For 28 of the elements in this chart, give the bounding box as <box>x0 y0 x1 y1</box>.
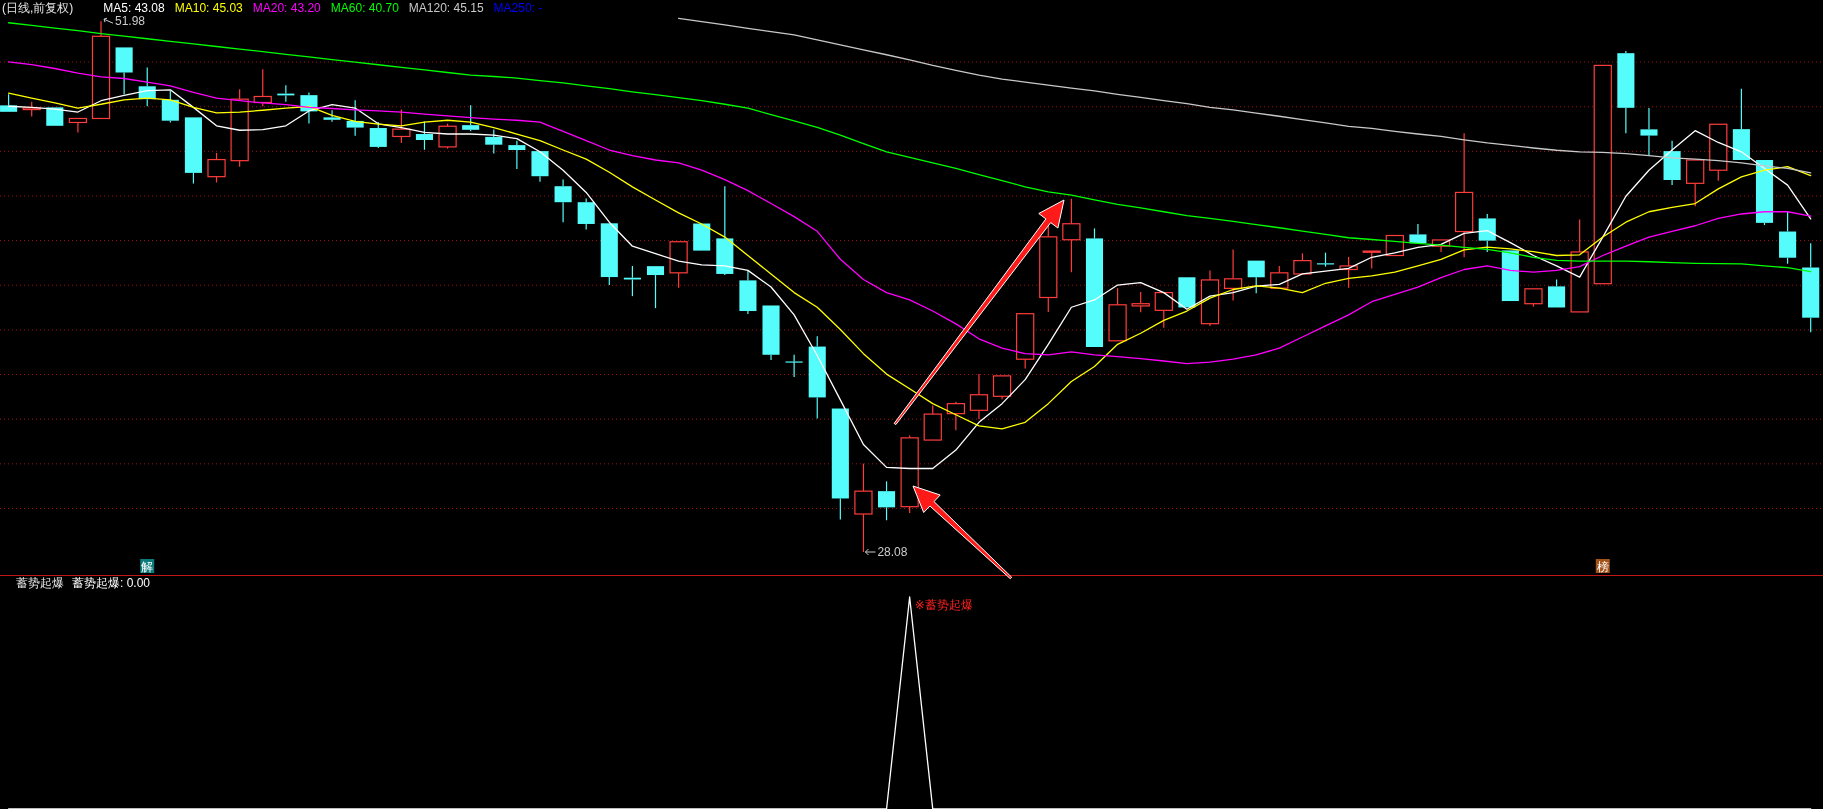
candlestick <box>946 401 966 431</box>
chart-title: (日线,前复权) <box>2 1 74 15</box>
annotation: 51.98 <box>115 14 146 29</box>
chart-title: 蓄势起爆 <box>16 576 64 590</box>
text: MA120: 45.15 <box>408 1 484 15</box>
text: 榜 <box>1596 560 1609 574</box>
text: MA5: 43.08 <box>103 1 166 15</box>
text: MA20: 43.20 <box>252 1 322 15</box>
candlestick <box>1200 269 1220 327</box>
text: 蓄势起爆: 0.00 <box>72 576 151 590</box>
text: MA10: 45.03 <box>174 1 244 15</box>
candlestick <box>1062 198 1081 273</box>
candlestick <box>323 109 341 123</box>
candlestick <box>554 178 572 223</box>
candlestick <box>1454 132 1474 258</box>
candlestick <box>1617 50 1635 134</box>
text: 解 <box>141 560 154 574</box>
candlestick <box>1640 107 1658 157</box>
text: MA60: 40.70 <box>330 1 400 15</box>
candlestick <box>785 354 803 378</box>
candlestick <box>739 269 757 315</box>
legend-label: MA250: - <box>493 1 543 15</box>
candlestick <box>1663 140 1681 186</box>
annotation: ※蓄势起爆 <box>914 598 973 612</box>
candlestick <box>1223 248 1243 302</box>
candlestick <box>969 373 989 420</box>
annotation: 28.08 <box>877 545 908 559</box>
candlestick <box>508 140 526 170</box>
